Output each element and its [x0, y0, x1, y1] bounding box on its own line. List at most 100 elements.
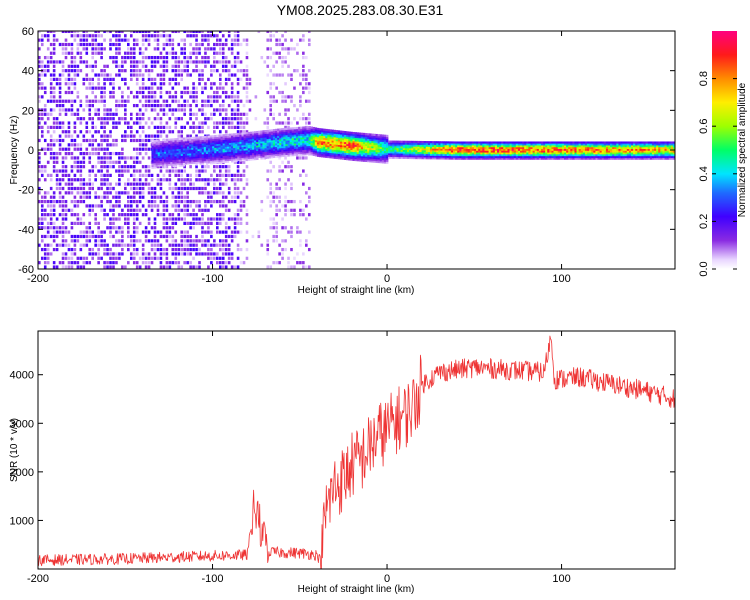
spectrogram-cell [195, 103, 198, 108]
spectrogram-cell [124, 204, 127, 208]
spectrogram-cell [159, 247, 163, 252]
spectrogram-cell [94, 38, 97, 42]
spectrogram-cell [302, 208, 305, 212]
spectrogram-cell [275, 99, 278, 103]
spectrogram-cell [100, 182, 103, 186]
spectrogram-signal-cell [241, 157, 244, 160]
spectrogram-cell [165, 221, 169, 225]
spectrogram-cell [290, 47, 293, 51]
spectrogram-cell [88, 191, 92, 195]
spectrogram-signal-cell [159, 146, 163, 149]
spectrogram-cell [94, 86, 97, 90]
spectrogram-signal-cell [415, 142, 418, 145]
spectrogram-cell [58, 169, 62, 173]
spectrogram-cell [307, 69, 311, 73]
spectrogram-signal-cell [323, 139, 326, 142]
spectrogram-cell [46, 173, 50, 177]
spectrogram-cell [61, 60, 65, 64]
spectrogram-signal-cell [327, 141, 330, 144]
spectrogram-signal-cell [360, 143, 364, 146]
spectrogram-signal-cell [327, 134, 330, 137]
spectrogram-signal-cell [442, 143, 445, 146]
spectrogram-cell [207, 217, 210, 221]
spectrogram-cell [245, 195, 249, 199]
spectrogram-signal-cell [348, 133, 351, 136]
spectrogram-signal-cell [182, 150, 186, 153]
spectrogram-cell [165, 239, 169, 243]
spectrogram-cell [79, 160, 83, 164]
spectrogram-signal-cell [258, 141, 261, 144]
spectrogram-signal-cell [197, 150, 200, 153]
spectrogram-signal-cell [308, 145, 311, 148]
spectrogram-cell [275, 204, 278, 208]
spectrogram-cell [233, 178, 237, 182]
spectrogram-signal-cell [379, 161, 383, 164]
spectrogram-signal-cell [274, 134, 278, 137]
spectrogram-cell [61, 103, 65, 108]
spectrogram-cell [91, 169, 95, 173]
spectrogram-signal-cell [465, 141, 468, 144]
spectrogram-signal-cell [342, 157, 345, 160]
spectrogram-signal-cell [406, 151, 410, 154]
spectrogram-cell [124, 243, 127, 247]
spectrogram-signal-cell [362, 147, 366, 150]
spectrogram-cell [103, 252, 106, 256]
spectrogram-signal-cell [195, 161, 198, 164]
spectrogram-signal-cell [166, 142, 169, 145]
spectrogram-signal-cell [413, 151, 416, 154]
spectrogram-cell [272, 165, 275, 169]
spectrogram-signal-cell [237, 147, 240, 150]
spectrogram-cell [100, 42, 103, 47]
spectrogram-cell [299, 156, 302, 160]
spectrogram-cell [103, 73, 106, 77]
spectrogram-cell [100, 125, 103, 130]
spectrogram-signal-cell [400, 142, 404, 145]
spectrogram-signal-cell [400, 146, 404, 149]
spectrogram-cell [38, 165, 41, 169]
spectrogram-cell [135, 208, 139, 212]
spectrogram-signal-cell [381, 134, 385, 137]
spectrogram-signal-cell [174, 147, 177, 150]
spectrogram-cell [210, 217, 213, 221]
spectrogram-signal-cell [402, 147, 406, 151]
spectrogram-cell [132, 103, 136, 108]
spectrogram-signal-cell [239, 159, 242, 162]
spectrogram-cell [218, 51, 222, 55]
spectrogram-signal-cell [289, 138, 293, 141]
spectrogram-cell [38, 55, 41, 60]
spectrogram-signal-cell [453, 144, 456, 148]
spectrogram-signal-cell [281, 133, 284, 136]
spectrogram-cell [233, 31, 237, 34]
spectrogram-signal-cell [182, 164, 186, 167]
spectrogram-signal-cell [486, 141, 489, 144]
spectrogram-cell [70, 199, 74, 204]
spectrogram-cell [55, 247, 59, 252]
spectrogram-signal-cell [172, 143, 175, 146]
spectrogram-cell [85, 99, 89, 103]
spectrogram-cell [224, 221, 228, 225]
spectrogram-cell [52, 130, 56, 134]
spectrogram-signal-cell [365, 143, 368, 146]
spectrogram-signal-cell [385, 138, 389, 141]
spectrogram-signal-cell [304, 149, 307, 152]
spectrogram-cell [245, 230, 249, 234]
spectrogram-signal-cell [283, 147, 286, 150]
spectrogram-signal-cell [444, 144, 448, 148]
spectrogram-cell [118, 69, 121, 73]
spectrogram-signal-cell [314, 139, 318, 143]
spectrogram-signal-cell [346, 141, 349, 145]
spectrogram-cell [168, 34, 172, 38]
spectrogram-cell [141, 31, 145, 34]
spectrogram-signal-cell [298, 139, 301, 142]
spectrogram-signal-cell [268, 136, 272, 139]
spectrogram-cell [132, 73, 136, 77]
spectrogram-cell [296, 69, 299, 73]
spectrogram-signal-cell [260, 135, 263, 139]
spectrogram-cell [239, 117, 243, 121]
spectrogram-signal-cell [283, 140, 286, 143]
spectrogram-cell [213, 90, 216, 95]
spectrogram-cell [135, 239, 139, 243]
spectrogram-cell [221, 103, 225, 108]
spectrogram-signal-cell [394, 145, 397, 149]
spectrogram-cell [299, 261, 302, 265]
